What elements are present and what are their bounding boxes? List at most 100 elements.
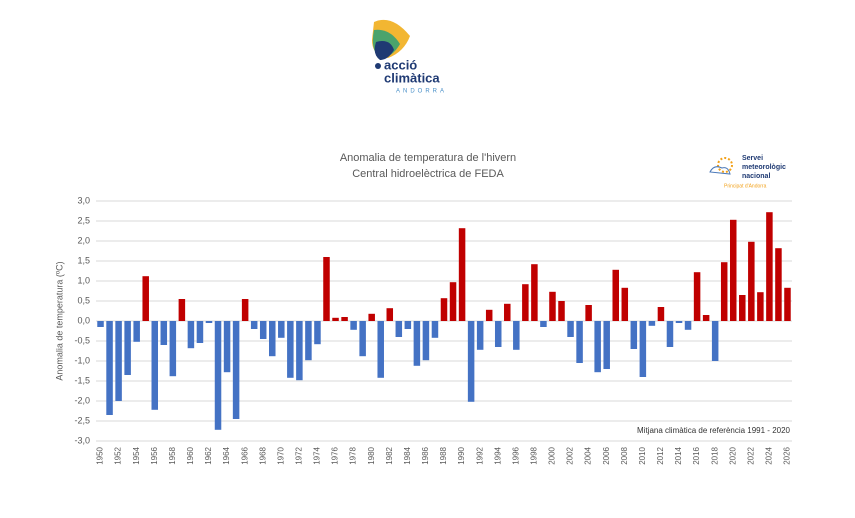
x-tick-label: 1952 [114,446,123,464]
bar [259,321,267,339]
x-tick-label: 1950 [96,446,105,464]
y-tick-label: 0,5 [77,295,90,305]
bar [269,321,276,357]
x-tick-label: 1968 [258,446,267,464]
x-tick-label: 1978 [349,446,358,464]
bar [612,269,619,321]
bar [603,321,610,369]
bar [567,321,574,337]
bar [97,321,104,327]
x-tick-label: 1972 [294,446,303,464]
x-tick-label: 1960 [186,446,195,464]
logo-text: acció [384,57,417,72]
bar [395,321,403,337]
x-tick-label: 1994 [493,446,502,464]
bar [323,257,330,321]
x-tick-label: 2000 [548,446,557,464]
bar [115,321,122,401]
bar [422,321,430,361]
x-tick-label: 1974 [313,446,322,464]
bar [729,219,737,321]
badge-text: nacional [742,173,770,180]
bar [305,321,312,361]
bar [413,321,421,366]
bar [106,321,113,415]
bar [314,321,321,345]
x-tick-label: 2026 [783,446,792,464]
logo-drop [375,63,381,69]
bar [449,282,457,321]
bar [594,321,601,373]
x-tick-label: 1986 [421,446,430,464]
x-tick-label: 1954 [132,446,141,464]
bar [666,321,674,347]
y-tick-label: -2,0 [74,395,90,405]
x-tick-label: 2014 [674,446,683,464]
bar [377,321,384,378]
chart-title: Anomalia de temperatura de l'hivern [340,152,516,164]
bar [223,321,231,373]
bar [711,321,719,361]
x-tick-label: 1998 [529,446,538,464]
bar [350,321,357,330]
bar [522,284,529,321]
y-tick-label: -0,5 [74,335,90,345]
bar [124,321,131,375]
bar [431,321,439,338]
x-tick-label: 1990 [457,446,466,464]
bar [169,321,177,377]
bar [133,321,140,342]
badge-cloud [709,166,731,175]
x-tick-label: 1964 [222,446,231,464]
y-tick-label: -2,5 [74,415,90,425]
bar [467,321,475,402]
y-axis-title: Anomalia de temperatura (ºC) [54,261,64,380]
bar [576,321,583,363]
y-tick-label: -1,5 [74,375,90,385]
bar [757,292,764,321]
logo-shape [374,41,394,60]
badge-text: Servei [742,155,763,162]
bar [720,262,728,321]
x-tick-label: 1996 [511,446,520,464]
bar [205,321,213,323]
x-tick-label: 1970 [276,446,285,464]
x-tick-label: 2012 [656,446,665,464]
bar [368,313,375,321]
x-tick-label: 2004 [584,446,593,464]
bar [657,307,665,321]
y-tick-label: 0,0 [77,315,90,325]
bar [250,321,258,329]
bar [504,303,511,321]
x-tick-label: 1962 [204,446,213,464]
x-tick-label: 2002 [566,446,575,464]
bar [160,321,168,345]
x-tick-label: 2018 [710,446,719,464]
badge-text: Principat d'Andorra [724,183,767,189]
bar [359,321,366,357]
badge: Servei meteorològic nacional Principat d… [709,155,786,189]
bar [775,248,782,321]
x-tick-label: 2022 [746,446,755,464]
bar [296,321,303,381]
bar [232,321,240,419]
logo: acció climàtica ANDORRA [372,19,444,95]
bar [693,272,701,321]
badge-sun [717,157,733,173]
bar [287,321,294,378]
bar [485,309,493,321]
x-tick-label: 2006 [602,446,611,464]
bar [187,321,195,349]
x-tick-label: 2010 [638,446,647,464]
bar [639,321,647,377]
x-tick-label: 1980 [367,446,376,464]
bar [648,321,656,326]
x-tick-label: 2016 [692,446,701,464]
bar [748,241,755,321]
bar [675,321,683,323]
bar [684,321,692,330]
bar [766,212,773,321]
bar [142,276,149,321]
